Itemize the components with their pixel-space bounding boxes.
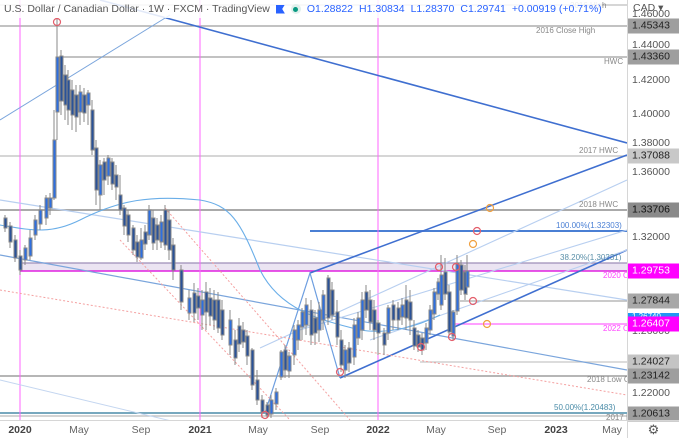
price-badge-2017-low: 1.20613 [628, 406, 679, 422]
level-label-hwc: HWC [604, 57, 624, 66]
time-tick: May [248, 424, 268, 436]
time-tick: May [426, 424, 446, 436]
price-badge-2018-low-close: 1.23142 [628, 368, 679, 384]
level-label-2016-close-high: 2016 Close High [536, 26, 596, 35]
horizontal-levels [0, 4, 627, 417]
level-label-fib-100: 100.00%(1.32303) [556, 221, 622, 230]
level-label-2017-hwc: 2017 HWC [579, 146, 619, 155]
price-badge-support-2: 1.24027 [628, 354, 679, 370]
currency-selector[interactable]: CAD ▾ [633, 2, 664, 14]
price-badge-2020-open: 1.29753 [628, 263, 679, 279]
time-tick: 2022 [366, 424, 390, 436]
time-axis[interactable] [0, 420, 627, 439]
price-tick: 1.38000 [632, 137, 670, 149]
chart-header: U.S. Dollar / Canadian Dollar · 1W · FXC… [0, 0, 602, 18]
level-label-2017-low: 2017 Low [606, 413, 641, 422]
time-tick: 2021 [188, 424, 212, 436]
price-badge-2022-open: 1.26407 [628, 316, 679, 332]
ohlc-close: C1.29741 [460, 3, 506, 15]
candles [3, 18, 470, 418]
price-tick: 1.46000 [632, 8, 670, 20]
ohlc-low: L1.28370 [410, 3, 455, 15]
level-label-fib-50: 50.00%(1.20483) [554, 403, 616, 412]
level-label-2022-open: 2022 Open [603, 324, 643, 333]
time-tick: 2023 [544, 424, 568, 436]
chart-canvas[interactable] [0, 0, 628, 439]
price-tick: 1.32000 [632, 231, 670, 243]
level-label-fib-38: 38.20%(1.30231) [560, 253, 622, 262]
time-tick: May [69, 424, 89, 436]
flag-icon[interactable] [275, 4, 285, 14]
ohlc-change: +0.00919 (+0.71%) [511, 3, 602, 15]
level-label-2020-open: 2020 Open [603, 271, 643, 280]
price-badge-2016-close-high: 1.45343 [628, 18, 679, 34]
level-label-2018-hwc: 2018 HWC [579, 200, 619, 209]
price-tick: 1.22000 [632, 387, 670, 399]
level-label-2018-low-close: 2018 Low Close [587, 375, 645, 384]
price-badge-2018-hwc: 1.33706 [628, 202, 679, 218]
price-badge-2017-hwc: 1.37088 [628, 148, 679, 164]
time-tick: Sep [131, 424, 151, 436]
price-tick: 1.42000 [632, 74, 670, 86]
time-tick: Sep [487, 424, 507, 436]
market-status-icon [290, 4, 301, 14]
time-tick: May [602, 424, 622, 436]
price-tick: 1.44000 [632, 39, 670, 51]
price-badge-hwc: 1.43360 [628, 49, 679, 65]
settings-gear-icon[interactable]: ⚙ [627, 420, 679, 438]
time-tick: 2020 [8, 424, 32, 436]
price-badge-support-1: 1.27844 [628, 293, 679, 309]
ohlc-open: O1.28822 [306, 3, 354, 15]
time-tick: Sep [310, 424, 330, 436]
symbol-title[interactable]: U.S. Dollar / Canadian Dollar · 1W · FXC… [4, 3, 270, 15]
price-tick: 1.36000 [632, 166, 670, 178]
ohlc-high: H1.30834 [359, 3, 405, 15]
price-tick: 1.40000 [632, 108, 670, 120]
